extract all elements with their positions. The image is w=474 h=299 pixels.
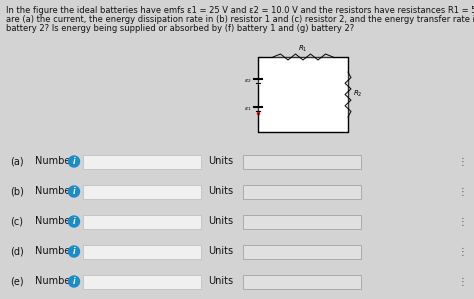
Text: Units: Units	[208, 187, 233, 196]
Text: i: i	[73, 277, 75, 286]
Text: Units: Units	[208, 216, 233, 227]
Text: are (a) the current, the energy dissipation rate in (b) resistor 1 and (c) resis: are (a) the current, the energy dissipat…	[6, 15, 474, 24]
Text: (d): (d)	[10, 246, 24, 257]
Bar	[243, 274, 361, 289]
Text: ⋮: ⋮	[458, 216, 468, 227]
Bar	[243, 245, 361, 259]
Text: ⋮: ⋮	[458, 246, 468, 257]
Text: Number: Number	[35, 156, 74, 167]
Bar	[83, 245, 201, 259]
Text: (e): (e)	[10, 277, 24, 286]
Bar	[83, 184, 201, 199]
Bar	[243, 214, 361, 228]
Bar	[243, 184, 361, 199]
Circle shape	[69, 216, 80, 227]
Bar	[83, 274, 201, 289]
Bar	[258, 57, 348, 132]
Text: Number: Number	[35, 216, 74, 227]
Text: (b): (b)	[10, 187, 24, 196]
Text: $\varepsilon_2$: $\varepsilon_2$	[244, 77, 252, 85]
Text: Number: Number	[35, 187, 74, 196]
Text: $\varepsilon_1$: $\varepsilon_1$	[244, 105, 252, 113]
Text: In the figure the ideal batteries have emfs ε1 = 25 V and ε2 = 10.0 V and the re: In the figure the ideal batteries have e…	[6, 6, 474, 15]
Text: $R_2$: $R_2$	[353, 89, 363, 99]
Text: ⋮: ⋮	[458, 156, 468, 167]
Text: i: i	[73, 247, 75, 256]
Text: battery 2? Is energy being supplied or absorbed by (f) battery 1 and (g) battery: battery 2? Is energy being supplied or a…	[6, 24, 354, 33]
Text: Units: Units	[208, 246, 233, 257]
Text: Number: Number	[35, 246, 74, 257]
Bar	[83, 155, 201, 169]
Text: $R_1$: $R_1$	[298, 44, 308, 54]
Text: ⋮: ⋮	[458, 277, 468, 286]
Text: (a): (a)	[10, 156, 24, 167]
Text: i: i	[73, 187, 75, 196]
Text: i: i	[73, 217, 75, 226]
Text: (c): (c)	[10, 216, 23, 227]
Bar	[243, 155, 361, 169]
Text: Number: Number	[35, 277, 74, 286]
Text: Units: Units	[208, 156, 233, 167]
Circle shape	[69, 246, 80, 257]
Bar	[83, 214, 201, 228]
Text: i: i	[73, 157, 75, 166]
Circle shape	[69, 156, 80, 167]
Circle shape	[69, 186, 80, 197]
Circle shape	[69, 276, 80, 287]
Text: ⋮: ⋮	[458, 187, 468, 196]
Text: Units: Units	[208, 277, 233, 286]
